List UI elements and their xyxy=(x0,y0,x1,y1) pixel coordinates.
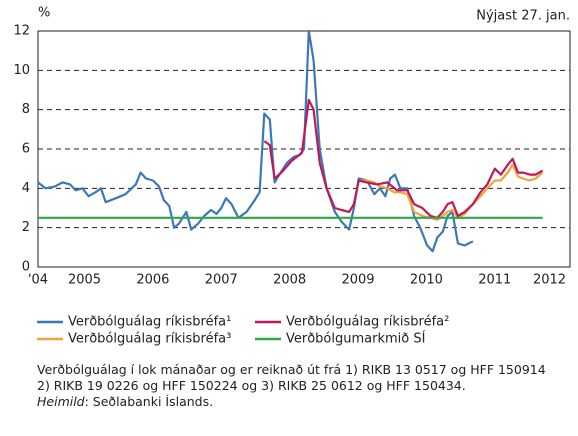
y-tick-label: 8 xyxy=(22,102,30,117)
x-tick-label: 2009 xyxy=(341,273,374,288)
x-tick-label: 2006 xyxy=(136,273,169,288)
legend-label: Verðbólgumarkmið SÍ xyxy=(286,331,426,347)
x-tick-label: 2010 xyxy=(410,273,443,288)
y-tick-label: 10 xyxy=(13,63,30,78)
legend-label: Verðbólguálag ríkisbréfa² xyxy=(286,315,449,330)
x-tick-label: 2008 xyxy=(273,273,306,288)
legend-label: Verðbólguálag ríkisbréfa³ xyxy=(68,332,231,347)
x-tick-label: 2012 xyxy=(533,273,566,288)
y-tick-label: 2 xyxy=(22,220,30,235)
footnote: Verðbólguálag í lok mánaðar og er reikna… xyxy=(37,362,557,410)
x-tick-label: '04 xyxy=(28,273,48,288)
y-tick-label: 4 xyxy=(22,181,30,196)
legend-label: Verðbólguálag ríkisbréfa¹ xyxy=(68,315,231,330)
line-series xyxy=(263,98,544,219)
y-tick-label: 12 xyxy=(13,24,30,39)
line-series xyxy=(37,29,474,253)
y-tick-label: 0 xyxy=(22,260,30,275)
y-tick-label: 6 xyxy=(22,142,30,157)
source-label: Heimild xyxy=(37,394,85,409)
plot-frame xyxy=(37,30,571,268)
x-tick-label: 2011 xyxy=(478,273,511,288)
annotation: Nýjast 27. jan. xyxy=(476,9,570,24)
note: Verðbólguálag í lok mánaðar og er reikna… xyxy=(37,362,546,393)
x-tick-label: 2005 xyxy=(68,273,101,288)
x-tick-label: 2007 xyxy=(205,273,238,288)
source: Heimild: Seðlabanki Íslands. xyxy=(37,394,557,410)
source-text: : Seðlabanki Íslands. xyxy=(84,394,214,409)
y-unit: % xyxy=(38,6,50,21)
chart: % Nýjast 27. jan. 0 2 4 6 8 10 12 '04 2005 2006 20… xyxy=(13,6,571,347)
line-series xyxy=(358,163,544,221)
